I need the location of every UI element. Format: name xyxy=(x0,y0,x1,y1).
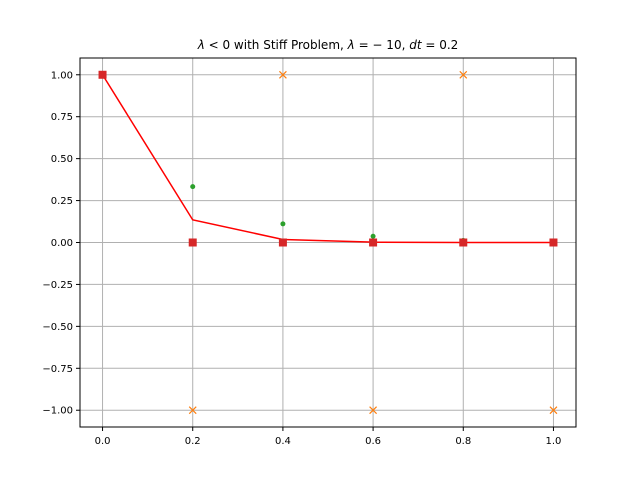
y-tick-label: 0.00 xyxy=(51,238,73,249)
square-marker xyxy=(369,238,378,247)
y-tick-label: 0.75 xyxy=(51,112,73,123)
x-marker xyxy=(278,70,287,79)
y-tick-label: 0.25 xyxy=(51,196,73,207)
square-marker xyxy=(549,238,558,247)
x-tick-label: 0.2 xyxy=(185,436,201,447)
y-tick-label: −0.25 xyxy=(42,280,73,291)
x-tick-label: 0.6 xyxy=(365,436,381,447)
title-text-2: = − 10, xyxy=(355,38,409,52)
y-tick-label: 0.50 xyxy=(51,154,73,165)
y-axis-ticks: 1.00 0.75 0.50 0.25 0.00 −0.25 −0.50 −0.75 −1.00 xyxy=(42,70,80,417)
square-marker xyxy=(188,238,197,247)
y-tick-label: −0.75 xyxy=(42,364,73,375)
series-3 xyxy=(98,70,558,247)
square-marker xyxy=(278,238,287,247)
x-marker xyxy=(369,406,378,415)
title-text-1: < 0 with Stiff Problem, xyxy=(205,38,348,52)
axes-frame xyxy=(79,57,577,428)
series-2 xyxy=(101,74,554,244)
square-marker xyxy=(459,238,468,247)
x-marker xyxy=(549,406,558,415)
x-marker xyxy=(188,406,197,415)
dot-marker xyxy=(370,233,376,239)
title-lambda-1: λ xyxy=(197,38,205,52)
dot-marker xyxy=(280,221,286,227)
y-tick-label: 1.00 xyxy=(51,70,73,81)
x-axis-ticks: 0.0 0.2 0.4 0.6 0.8 1.0 xyxy=(95,427,562,447)
square-marker xyxy=(98,70,107,79)
chart-title: λ < 0 with Stiff Problem, λ = − 10, dt =… xyxy=(197,38,459,52)
y-tick-label: −1.00 xyxy=(42,406,73,417)
title-lambda-2: λ xyxy=(347,38,355,52)
x-tick-label: 0.4 xyxy=(275,436,291,447)
x-tick-label: 1.0 xyxy=(546,436,562,447)
dot-marker xyxy=(190,184,196,190)
y-tick-label: −0.50 xyxy=(42,322,73,333)
series-line xyxy=(101,74,554,244)
title-text-3: = 0.2 xyxy=(422,38,459,52)
plot-series xyxy=(98,70,558,415)
x-tick-label: 0.0 xyxy=(95,436,111,447)
x-marker xyxy=(459,70,468,79)
title-dt: dt xyxy=(409,38,423,52)
x-tick-label: 0.8 xyxy=(455,436,471,447)
